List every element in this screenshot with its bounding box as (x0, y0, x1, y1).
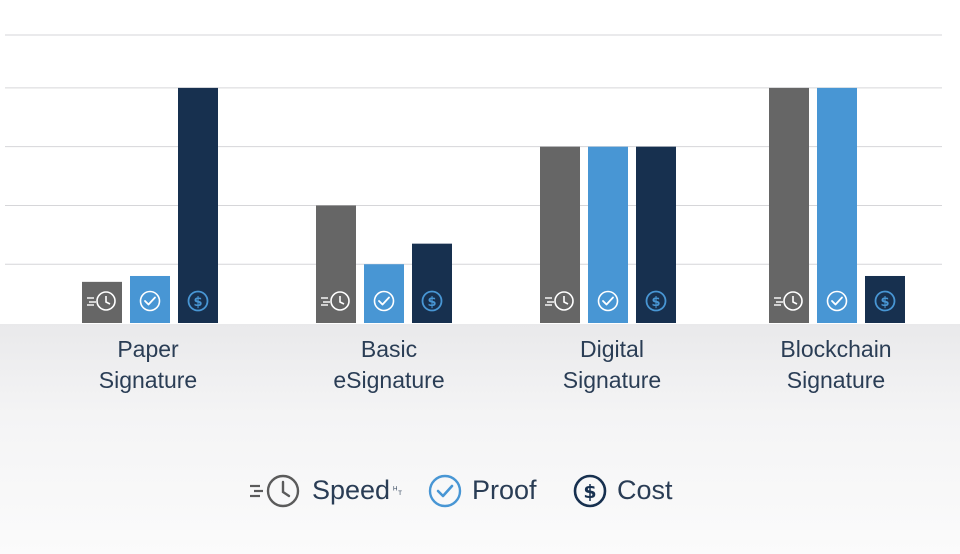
legend-item-speed: Speed␉ (248, 470, 404, 510)
clock-speed-icon (545, 291, 574, 311)
category-label-paper: Paper Signature (98, 336, 198, 393)
bar-speed-2 (540, 146, 580, 323)
bar-proof-0 (130, 275, 170, 323)
bar-speed-3 (769, 87, 809, 324)
legend-item-proof: Proof (428, 470, 537, 510)
bar-cost-1: $ (412, 243, 452, 323)
bar-cost-3: $ (865, 275, 905, 323)
svg-text:$: $ (583, 481, 596, 503)
bar-cost-0: $ (178, 87, 218, 324)
clock-speed-icon (774, 291, 803, 311)
check-circle-icon (428, 474, 462, 508)
bar-proof-2 (588, 146, 628, 323)
dollar-circle-icon: $ (187, 290, 209, 312)
dollar-circle-icon: $ (421, 290, 443, 312)
clock-speed-icon (87, 291, 116, 311)
category-label-digital: Digital Signature (562, 336, 662, 393)
bar-cost-2: $ (636, 146, 676, 323)
check-circle-icon (373, 290, 395, 312)
legend-label-cost: Cost (617, 474, 673, 505)
check-circle-icon (597, 290, 619, 312)
bottom-band (0, 324, 960, 554)
legend-label-proof: Proof (472, 474, 537, 505)
chart-legend: Speed␉ Proof $ Cost (0, 470, 960, 510)
bar-speed-0 (82, 281, 122, 323)
clock-speed-icon (321, 291, 350, 311)
legend-label-speed: Speed␉ (312, 474, 405, 505)
check-circle-icon (139, 290, 161, 312)
svg-text:$: $ (193, 295, 202, 310)
category-label-basic: Basic eSignature (333, 336, 445, 393)
dollar-circle-icon: $ (573, 474, 607, 508)
dollar-circle-icon: $ (645, 290, 667, 312)
dollar-circle-icon: $ (874, 290, 896, 312)
category-label-blockchain: Blockchain Signature (780, 336, 892, 393)
bar-chart: $ $ $ $ (5, 34, 942, 324)
bar-proof-1 (364, 264, 404, 323)
svg-text:$: $ (651, 295, 660, 310)
bar-proof-3 (817, 87, 857, 324)
bar-speed-1 (316, 205, 356, 323)
legend-item-cost: $ Cost (573, 470, 673, 510)
svg-text:$: $ (880, 295, 889, 310)
clock-speed-icon (250, 474, 300, 508)
svg-text:$: $ (427, 295, 436, 310)
check-circle-icon (826, 290, 848, 312)
